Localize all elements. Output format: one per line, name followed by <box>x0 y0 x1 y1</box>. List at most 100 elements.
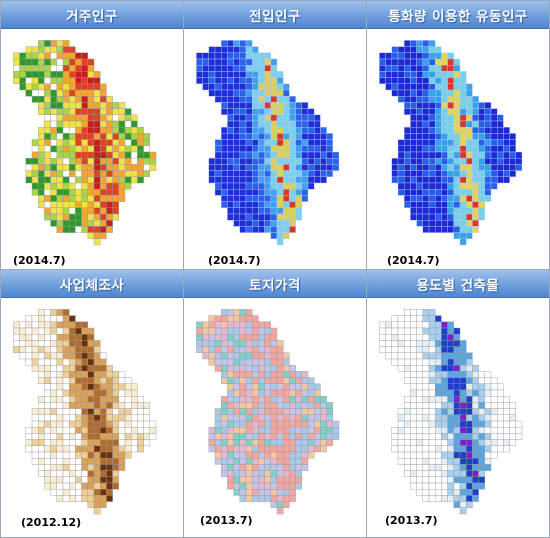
map-cell <box>434 114 442 122</box>
map-cell <box>391 170 399 178</box>
map-cell <box>295 470 302 478</box>
map-cell <box>221 176 228 184</box>
map-cell <box>397 321 405 329</box>
map-cell <box>397 346 405 353</box>
map-cell <box>62 182 70 190</box>
map-cell <box>112 408 119 415</box>
map-cell <box>289 383 296 391</box>
map-cell <box>410 383 417 391</box>
map-cell <box>38 371 45 378</box>
map-cell <box>251 352 259 360</box>
map-cell <box>130 445 138 453</box>
map-cell <box>484 188 492 196</box>
map-cell <box>75 402 82 409</box>
map-cell <box>459 495 467 502</box>
map-cell <box>397 145 405 153</box>
map-cell <box>453 470 461 478</box>
map-cell <box>416 120 423 128</box>
map-cell <box>68 358 76 366</box>
map-cell <box>50 89 57 97</box>
map-cell <box>81 383 88 391</box>
map-cell <box>239 71 247 78</box>
map-cell <box>19 83 27 91</box>
map-cell <box>453 89 461 97</box>
map-cell <box>416 114 423 122</box>
map-cell <box>459 238 467 246</box>
map-cell <box>434 52 442 60</box>
map-cell <box>320 408 327 415</box>
map-cell <box>38 451 45 459</box>
map-cell <box>38 439 45 447</box>
map-cell <box>397 352 405 360</box>
map-cell <box>478 133 485 140</box>
map-cell <box>428 371 436 378</box>
map-cell <box>31 327 39 335</box>
map-cell <box>233 439 240 447</box>
map-cell <box>490 182 498 190</box>
map-cell <box>410 414 417 422</box>
map-cell <box>38 157 45 165</box>
map-cell <box>453 188 461 196</box>
map-cell <box>326 439 334 447</box>
map-cell <box>227 114 234 122</box>
map-cell <box>447 151 454 159</box>
map-cell <box>68 420 76 428</box>
map-cell <box>490 395 498 403</box>
map-cell <box>208 439 216 447</box>
map-cell <box>295 457 302 465</box>
map-cell <box>99 426 107 434</box>
map-cell <box>453 164 461 171</box>
map-cell <box>130 114 138 122</box>
map-cell <box>130 433 138 440</box>
map-cell <box>282 451 290 459</box>
map-cell <box>509 164 517 171</box>
map-cell <box>31 364 39 372</box>
map-cell <box>295 476 302 484</box>
map-grid-svg <box>379 40 523 246</box>
map-cell <box>490 383 498 391</box>
map-cell <box>112 445 119 453</box>
map-cell <box>56 451 64 459</box>
map-cell <box>251 402 259 409</box>
map-cell <box>93 389 101 397</box>
map-cell <box>472 176 479 184</box>
map-cell <box>44 201 51 209</box>
map-cell <box>38 358 45 366</box>
map-cell <box>428 340 436 347</box>
map-cell <box>233 120 240 128</box>
map-cell <box>258 157 265 165</box>
map-cell <box>221 426 228 434</box>
map-cell <box>434 151 442 159</box>
map-cell <box>441 414 448 422</box>
map-cell <box>87 213 95 221</box>
map-cell <box>239 420 247 428</box>
map-cell <box>81 389 88 397</box>
map-cell <box>87 170 95 178</box>
map-cell <box>62 402 70 409</box>
map-cell <box>75 327 82 335</box>
map-cell <box>56 315 64 323</box>
map-cell <box>75 464 82 471</box>
map-cell <box>221 340 228 347</box>
map-cell <box>118 164 126 171</box>
map-cell <box>56 371 64 378</box>
map-cell <box>282 120 290 128</box>
map-cell <box>453 213 461 221</box>
map-cell <box>472 364 479 372</box>
map-cell <box>245 327 253 335</box>
map-cell <box>270 213 278 221</box>
map-cell <box>410 95 417 103</box>
map-cell <box>307 383 315 391</box>
map-cell <box>295 482 302 490</box>
map-cell <box>509 133 517 140</box>
map-cell <box>239 170 247 178</box>
map-cell <box>459 108 467 115</box>
map-cell <box>428 327 436 335</box>
map-cell <box>416 439 423 447</box>
map-cell <box>434 340 442 347</box>
map-cell <box>484 420 492 428</box>
map-cell <box>44 58 51 66</box>
map-cell <box>93 352 101 360</box>
map-cell <box>99 414 107 422</box>
map-cell <box>208 315 216 323</box>
